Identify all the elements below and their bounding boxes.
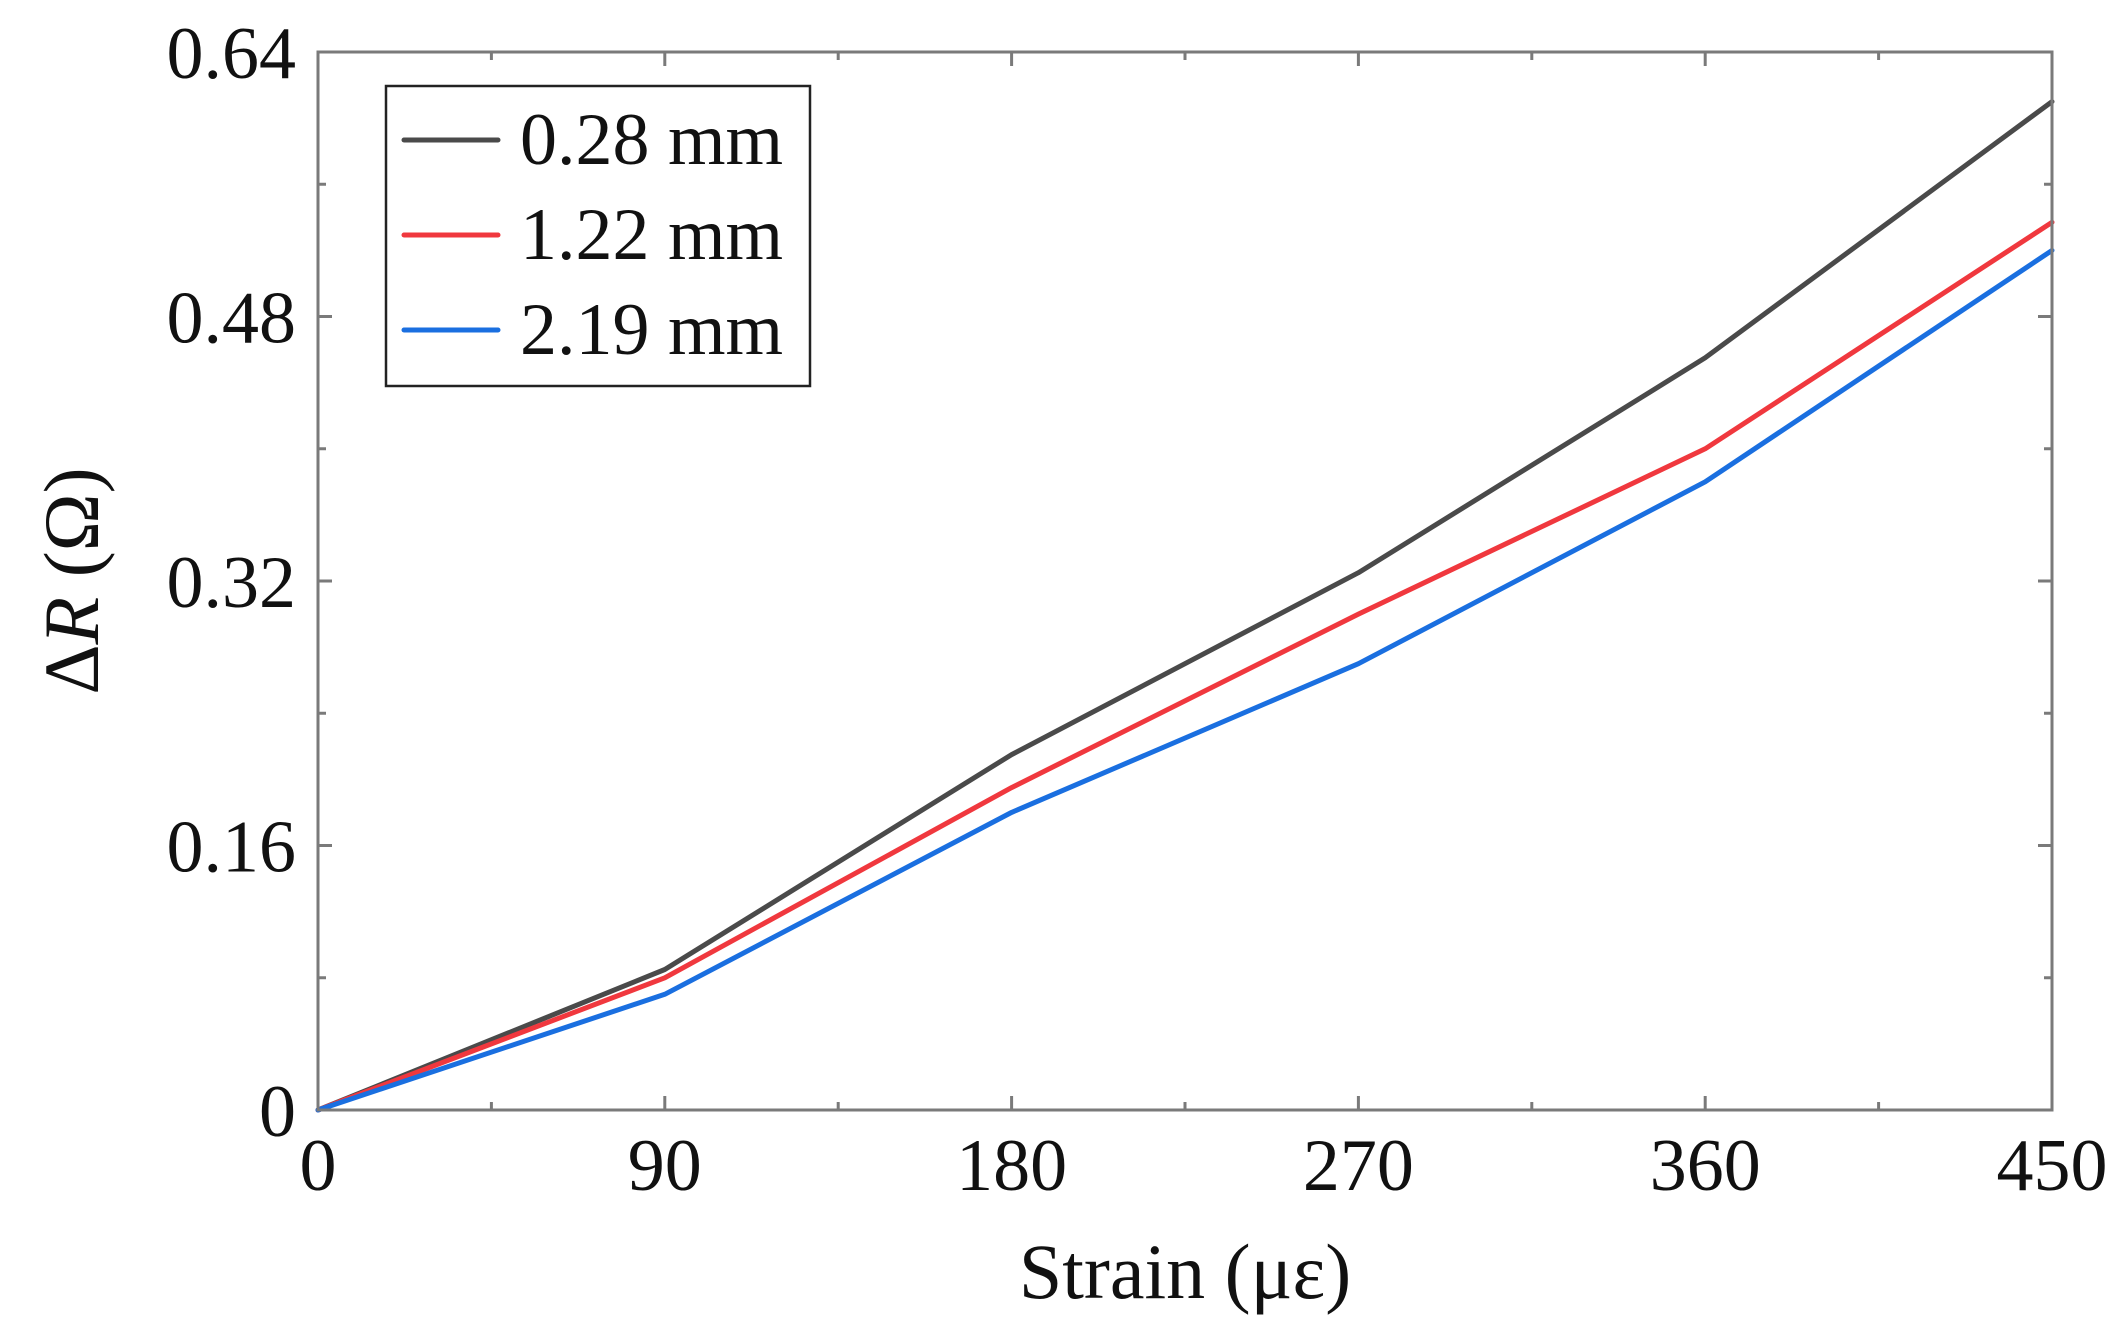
y-tick-label: 0.48 [167, 278, 297, 360]
axis-ticks [316, 50, 2054, 1112]
y-tick-label: 0.64 [167, 13, 297, 95]
x-tick-label: 450 [1997, 1125, 2108, 1207]
x-tick-label: 360 [1650, 1125, 1761, 1207]
y-axis-title-unit: (Ω) [28, 467, 115, 596]
series-line-1 [315, 99, 2055, 1113]
tick-labels: 0 90 180 270 360 450 0 0.16 0.32 0.48 0.64 [167, 13, 2108, 1207]
legend-label-2: 1.22 mm [520, 194, 783, 276]
y-axis-title-variable: R [28, 597, 115, 646]
x-tick-label: 0 [300, 1125, 337, 1207]
legend-label-1: 0.28 mm [520, 99, 783, 181]
y-tick-label: 0.16 [167, 807, 297, 889]
x-tick-label: 90 [628, 1125, 702, 1207]
legend-items: 0.28 mm 1.22 mm 2.19 mm [401, 99, 783, 371]
y-tick-label: 0.32 [167, 542, 297, 624]
series-line-2 [315, 219, 2055, 1113]
y-axis-title-prefix: Δ [28, 644, 115, 694]
y-tick-label: 0 [259, 1071, 296, 1153]
y-axis-title: ΔR (Ω) [28, 467, 115, 694]
series-lines [315, 99, 2055, 1113]
x-tick-label: 270 [1303, 1125, 1414, 1207]
series-line-3 [315, 247, 2055, 1113]
legend-label-3: 2.19 mm [520, 289, 783, 371]
legend: 0.28 mm 1.22 mm 2.19 mm [384, 84, 812, 388]
x-axis-title: Strain (με) [1019, 1228, 1351, 1315]
x-tick-label: 180 [956, 1125, 1067, 1207]
